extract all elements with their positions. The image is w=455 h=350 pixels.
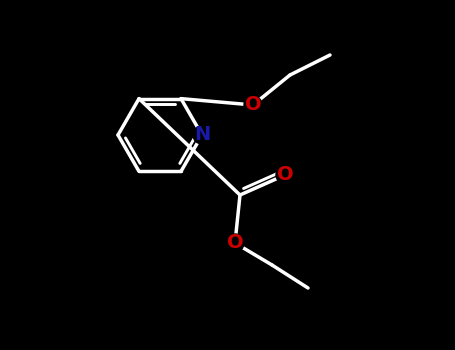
- Text: N: N: [194, 126, 210, 145]
- Text: O: O: [245, 96, 261, 114]
- Circle shape: [226, 234, 244, 252]
- Circle shape: [193, 126, 211, 144]
- Text: O: O: [277, 166, 293, 184]
- Text: O: O: [227, 233, 243, 252]
- Circle shape: [276, 166, 294, 184]
- Circle shape: [244, 96, 262, 114]
